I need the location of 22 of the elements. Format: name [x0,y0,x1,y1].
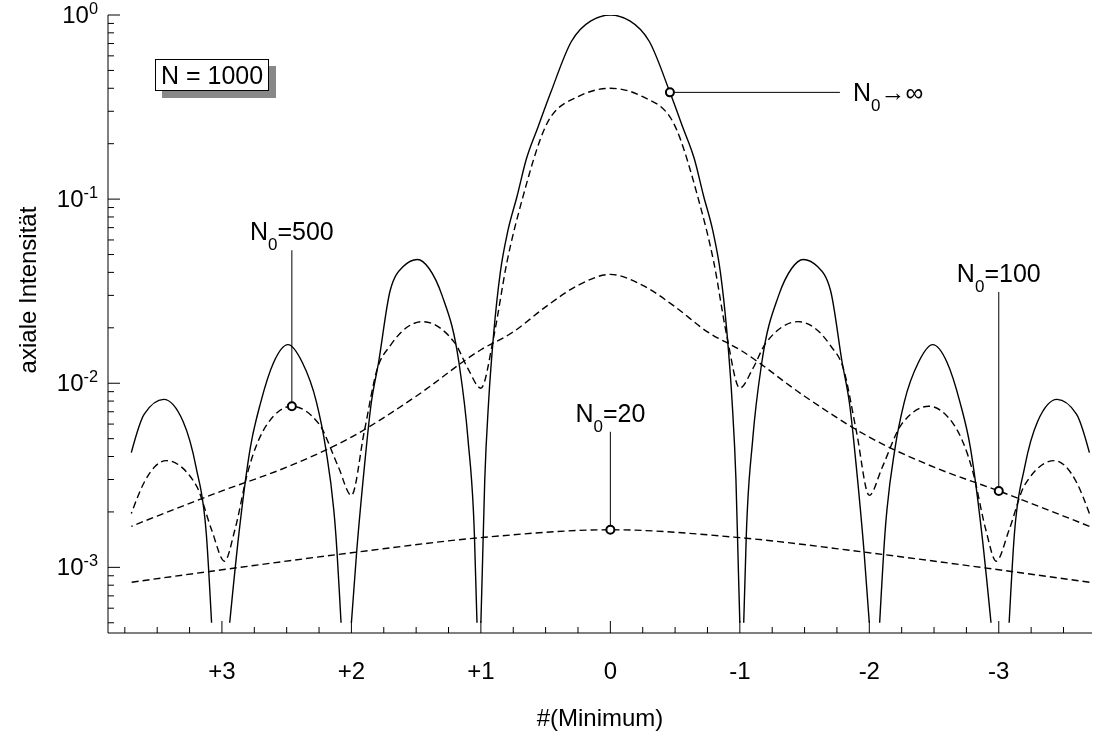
point [993,485,1004,496]
y-tick-label: 10$^{0}$ [62,0,98,28]
x-tick-label: +1 [467,657,495,684]
x-tick-label: 0 [603,657,618,684]
point [664,87,675,98]
annotation: N$_{0}$=100 [956,258,1041,296]
x-tick-label: -3 [988,657,1010,684]
x-tick-label: +3 [208,657,236,684]
x-tick-label: -1 [729,657,751,684]
x-axis-title: #(Minimum) [536,704,664,731]
x-tick-label: +2 [337,657,366,684]
point [286,401,297,412]
y-tick-label: 10$^{-2}$ [56,367,98,397]
annotation: N$_{0}$→∞ [852,78,924,115]
annotation: N = 1000 [155,59,270,91]
y-tick-label: 10$^{-3}$ [56,551,98,581]
point [605,524,616,535]
annotation: N$_{0}$=500 [249,217,334,254]
x-tick-label: -2 [858,657,880,684]
y-axis-title: axiale Intensität [14,206,41,374]
annotation: N$_{0}$=20 [575,398,646,436]
y-tick-label: 10$^{-1}$ [56,183,98,213]
